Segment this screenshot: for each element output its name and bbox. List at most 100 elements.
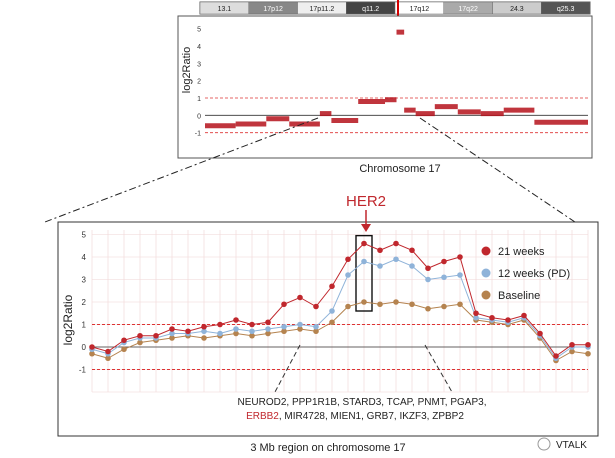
data-point [233,330,239,337]
data-point [345,256,351,263]
zoom-connectors [44,117,576,223]
ideogram-band-label: q25.3 [557,6,575,13]
watermark-text: VTALK [556,440,587,451]
legend-marker [481,290,491,300]
data-point [425,265,431,272]
data-point [89,350,95,357]
bottom-y-tick-label: 5 [82,231,87,240]
gene-list-line-1: NEUROD2, PPP1R1B, STARD3, TCAP, PNMT, PG… [238,397,487,408]
data-point [121,337,127,344]
data-point [441,274,447,281]
data-point [137,339,143,346]
data-point [361,258,367,265]
top-y-tick-label: 0 [197,113,201,120]
data-point [217,321,223,328]
legend-marker [481,246,491,256]
data-point [281,328,287,335]
top-y-tick-label: 1 [197,96,201,103]
zoom-connector-left [44,117,319,223]
data-point [569,348,575,355]
data-point [185,328,191,335]
data-point [457,254,463,260]
top-y-tick-label: 5 [197,27,201,34]
data-point [329,308,335,314]
watermark: VTALK [537,437,587,451]
data-point [457,301,463,308]
top-y-tick-label: 2 [197,79,201,86]
data-point [233,326,239,332]
data-point [265,330,271,337]
bottom-y-tick-label: 2 [82,298,87,307]
data-point [505,317,511,323]
data-point [265,319,271,326]
legend: 21 weeks 12 weeks (PD) Baseline [481,246,570,302]
data-point [201,328,207,335]
data-point [217,330,223,337]
top-y-tick-label: 3 [197,61,201,68]
data-point [201,335,207,341]
ideogram-band-label: 17p11.2 [309,6,334,13]
top-chart: -1 0 1 2 3 4 5 log2Ratio Chromosome 17 [177,15,593,175]
gene-leader-right [424,344,453,393]
legend-marker [481,268,491,278]
data-point [553,353,559,359]
data-point [105,355,111,362]
data-point [393,299,399,305]
ideogram-band-label: 17p12 [263,6,283,13]
bottom-x-axis-label: 3 Mb region on chromosome 17 [250,442,405,454]
data-point [297,294,303,301]
gene-list-line-2: , MIR4728, MIEN1, GRB7, IKZF3, ZPBP2 [279,411,464,422]
data-point [249,321,255,328]
ideogram-band-label: q11.2 [362,6,379,13]
data-point [345,303,351,310]
data-point [201,323,207,330]
data-point [297,321,303,328]
data-point [329,319,335,326]
top-chart-frame [177,15,593,159]
top-y-axis-label: log2Ratio [181,47,193,93]
data-point [585,350,591,357]
data-point [153,332,159,339]
data-point [377,263,383,269]
bottom-y-tick-label: 0 [82,343,87,352]
data-point [361,299,367,305]
ideogram-band [541,1,591,15]
data-point [249,332,255,339]
data-point [281,323,287,330]
data-point [569,341,575,348]
data-point [409,263,415,269]
data-point [313,328,319,335]
gene-annotation: NEUROD2, PPP1R1B, STARD3, TCAP, PNMT, PG… [238,344,487,422]
bottom-y-tick-label: 3 [82,276,87,285]
data-point [345,272,351,278]
data-point [249,328,255,335]
bottom-y-tick-label: 1 [82,321,87,330]
ideogram-band-label: 17q12 [410,6,430,13]
watermark-icon [537,437,551,451]
data-point [89,344,95,350]
data-point [489,314,495,321]
svg-text:ERBB2, MIR4728, MIEN1, GRB7, I: ERBB2, MIR4728, MIEN1, GRB7, IKZF3, ZPBP… [246,411,464,422]
data-point [121,346,127,353]
data-point [169,330,175,337]
data-point [409,247,415,254]
gene-leader-left [274,344,301,393]
data-point [425,305,431,312]
zoom-connector-right [419,117,576,223]
top-y-tick-label: -1 [195,131,201,138]
ideogram-band-label: 17q22 [458,6,478,13]
data-point [409,301,415,308]
data-point [297,326,303,332]
top-x-axis-label: Chromosome 17 [359,163,440,175]
data-point [457,272,463,278]
legend-label: 21 weeks [498,246,545,258]
data-point [585,341,591,348]
data-point [361,240,367,247]
data-point [169,326,175,332]
data-point [473,314,479,321]
top-y-tick-label: 4 [197,44,201,51]
gene-erbb2: ERBB2 [246,411,279,422]
data-point [441,258,447,265]
data-point [377,247,383,254]
